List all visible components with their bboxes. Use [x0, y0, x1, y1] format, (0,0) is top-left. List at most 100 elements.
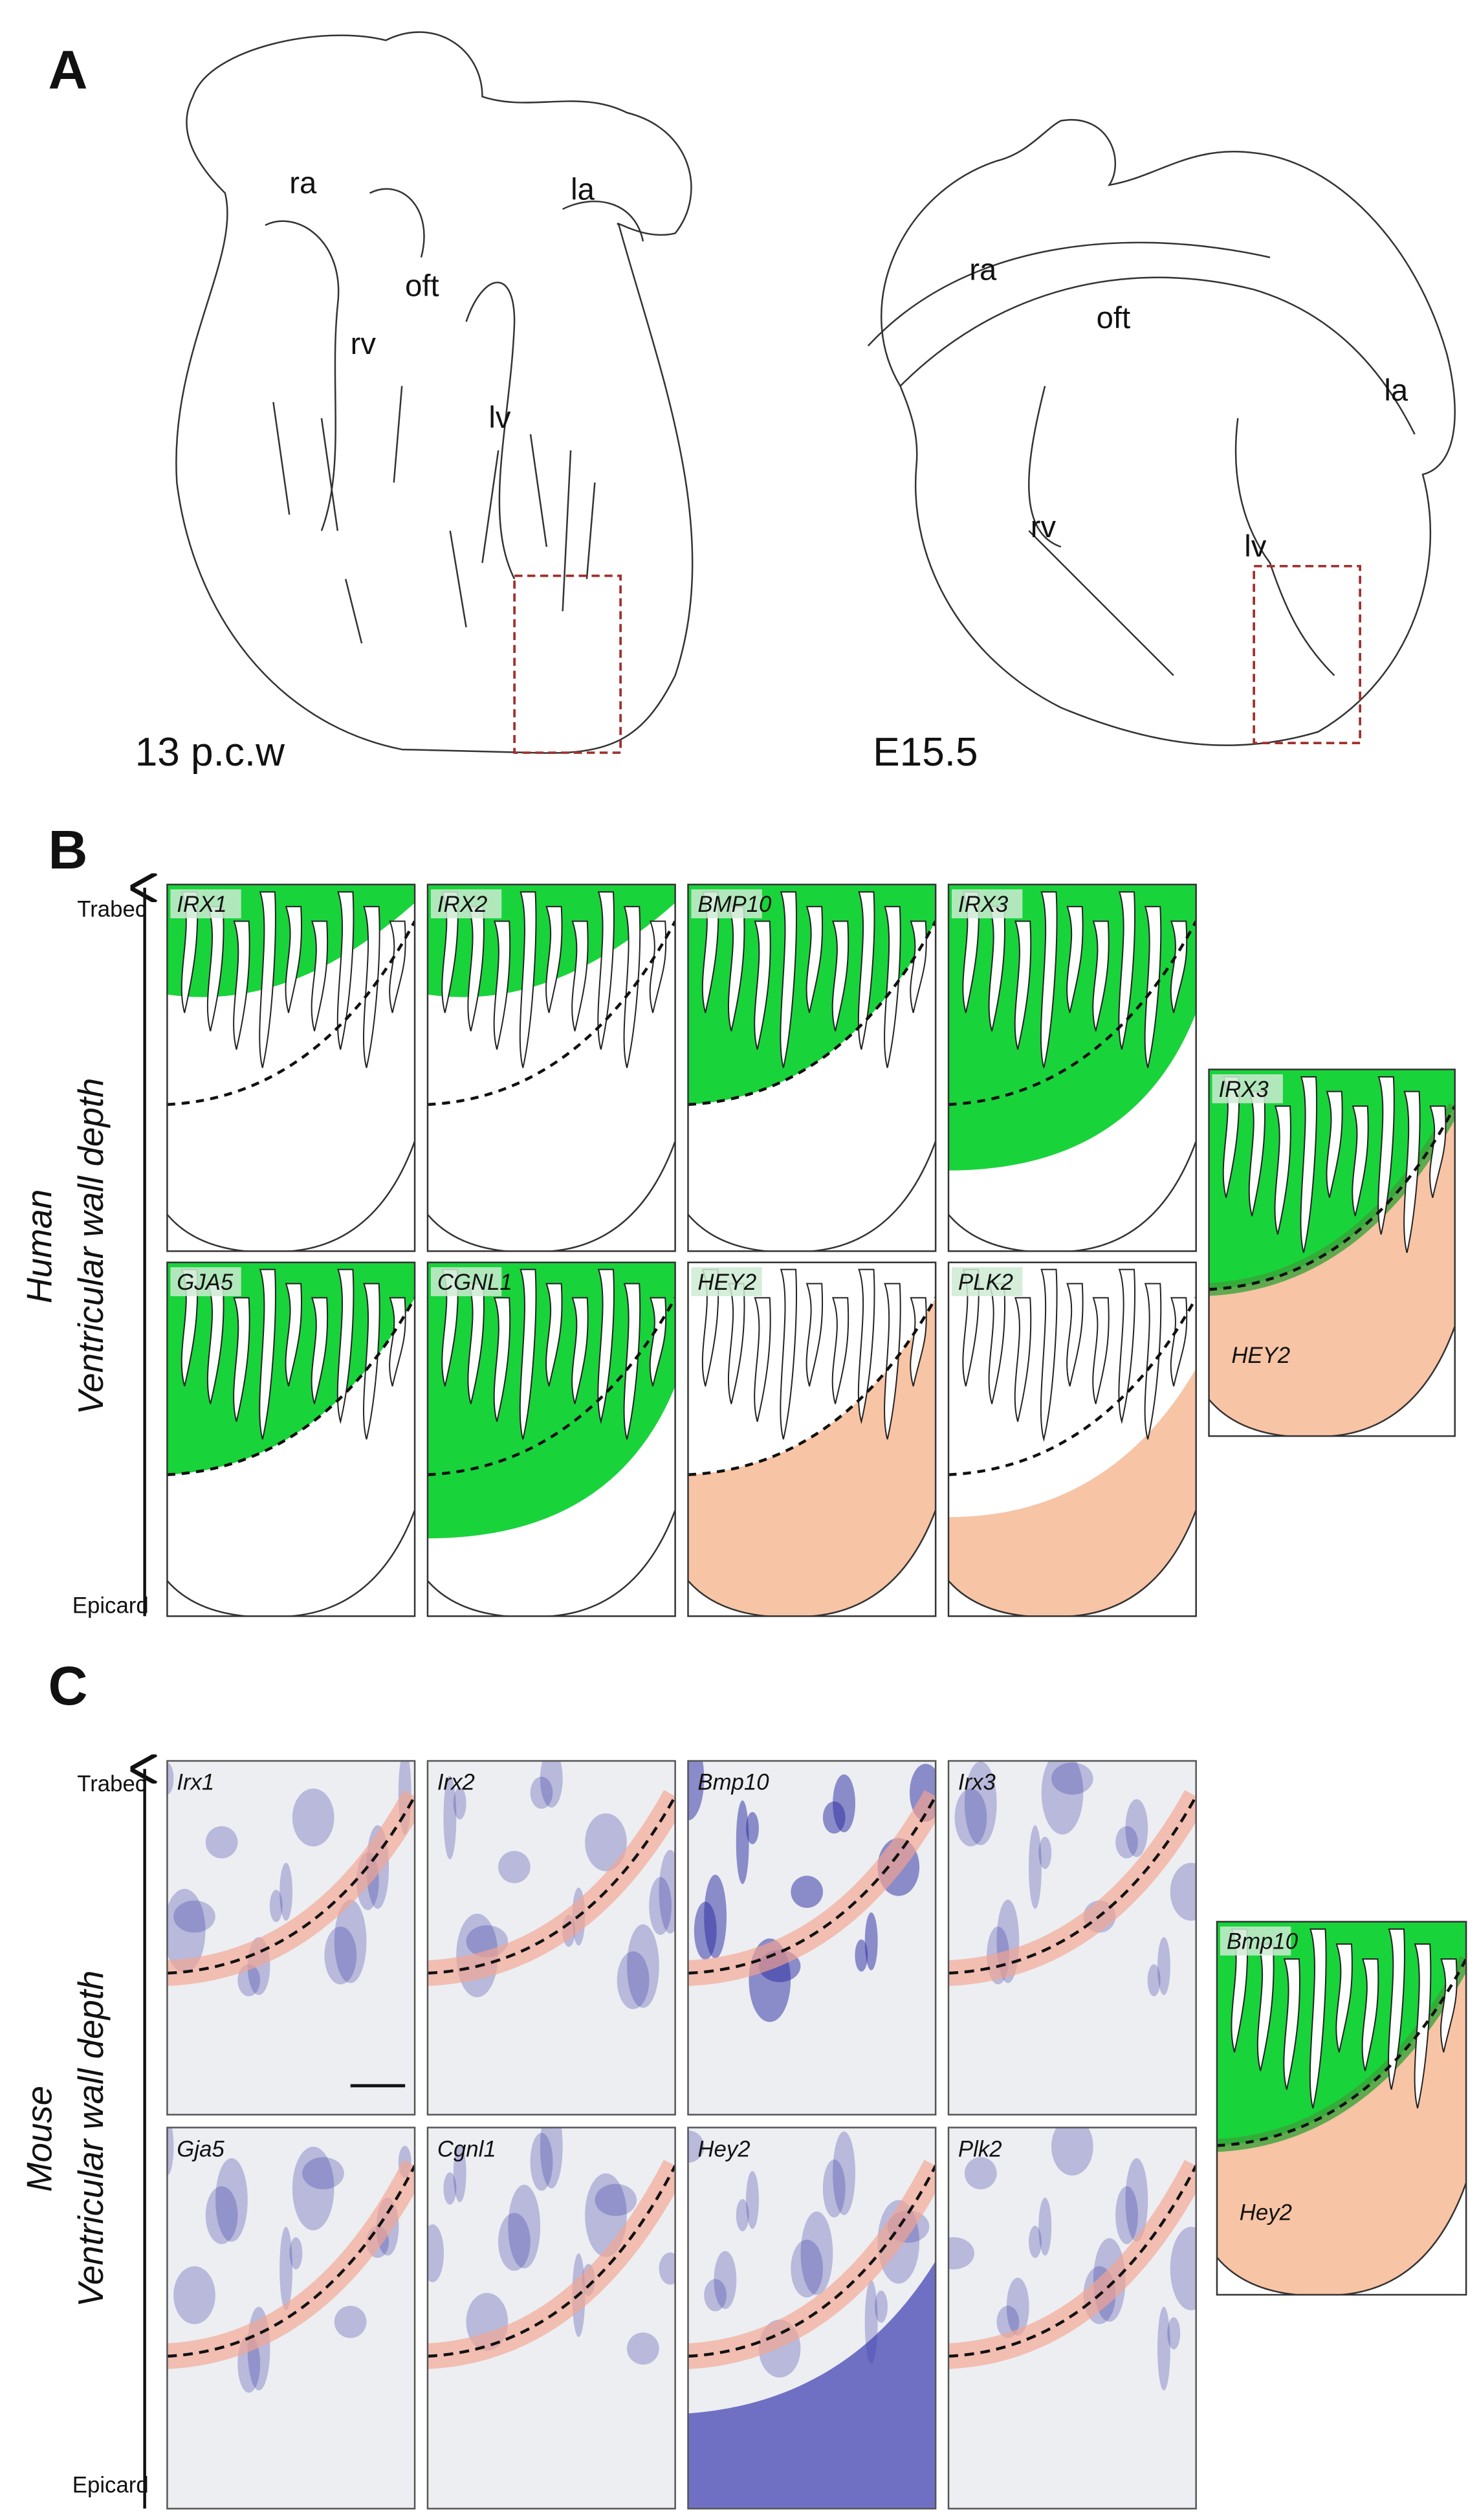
panel-content [167, 2127, 415, 2509]
trabecula [1222, 1076, 1240, 1199]
gene-tag [951, 1267, 1023, 1296]
trabecula [493, 1297, 511, 1422]
compact-boundary [427, 1297, 675, 1476]
panel-content [427, 1262, 675, 1617]
stain [530, 1776, 553, 1809]
stain [659, 1850, 675, 1934]
trabecula [597, 891, 615, 1050]
trabecula [233, 1297, 250, 1422]
gene-label: IRX1 [177, 892, 226, 917]
compact-boundary [167, 920, 415, 1106]
chamber-label: oft [1097, 301, 1130, 335]
compact-boundary [948, 1297, 1196, 1476]
expression-panel: IRX3 [947, 883, 1197, 1252]
trabecula [285, 905, 303, 1013]
trabecula [780, 1268, 797, 1440]
outside [948, 1141, 1196, 1252]
expression-panel: GJA5 [166, 1261, 416, 1617]
stain [1038, 2197, 1052, 2256]
gene-label: PLK2 [958, 1270, 1013, 1295]
panel-frame [166, 883, 416, 1252]
trabecula [571, 920, 589, 1032]
chamber-label: rv [351, 327, 377, 361]
axis-title: Ventricular wall depth [71, 1971, 111, 2308]
chamber-label: lv [488, 401, 510, 435]
ish-panel: Hey2 [687, 2127, 937, 2510]
trabecula [571, 1297, 589, 1404]
expression-panel: Bmp10 Hey2 [1216, 1921, 1467, 2296]
outside [1216, 2183, 1467, 2295]
species: Human [20, 1189, 60, 1303]
trabecula [441, 1268, 459, 1387]
panel-frame [947, 1261, 1197, 1617]
trabecula [1388, 1928, 1405, 2090]
stain [617, 1951, 650, 2009]
stain [1167, 2317, 1181, 2350]
stain [292, 1788, 334, 1847]
gene-label: Bmp10 [697, 1771, 769, 1795]
trabecula [884, 905, 901, 1068]
stain [1029, 2226, 1042, 2259]
trabecula [1144, 905, 1162, 1068]
trabecula [805, 1283, 824, 1387]
panel-label: C [49, 1655, 88, 1716]
trabecula [1309, 1928, 1327, 2108]
stain [948, 2237, 974, 2270]
chamber-label: ra [969, 253, 997, 287]
stain [875, 2290, 888, 2323]
compact-boundary [688, 2165, 936, 2358]
trabecula [857, 891, 875, 1050]
panel-content [427, 2127, 675, 2509]
trabecula [181, 891, 199, 1013]
outside [427, 1510, 675, 1617]
gene-label: IRX3 [958, 892, 1009, 917]
trabecula [285, 1283, 303, 1387]
trabecula [1040, 1268, 1058, 1440]
panel-frame [687, 1760, 937, 2116]
trabecula [363, 905, 380, 1068]
outside [427, 1141, 675, 1252]
gene-label: IRX2 [437, 892, 487, 917]
panel-frame [426, 1261, 676, 1617]
gene-tag [951, 889, 1023, 918]
peach-domain [688, 1298, 936, 1617]
trabecula [988, 905, 1005, 1032]
gene-tag [1212, 1074, 1283, 1103]
stain [508, 2185, 541, 2269]
compact-boundary [948, 2165, 1196, 2358]
axis-bottom: Epicard [72, 1593, 149, 1618]
stain [964, 1762, 997, 1846]
stain [453, 1787, 466, 1820]
zoom-box [1253, 564, 1361, 745]
stain [1051, 2127, 1093, 2176]
trabecula [467, 1283, 485, 1404]
trabecula [519, 891, 537, 1068]
trabecula [701, 891, 719, 1013]
trabecula [831, 920, 849, 1032]
stain [540, 1761, 563, 1808]
trabecula [988, 1283, 1005, 1404]
stain [1051, 1762, 1093, 1795]
stain [530, 2132, 553, 2191]
peach-domain [1216, 1959, 1467, 2295]
human-heart [175, 31, 694, 754]
trabecula [259, 891, 276, 1068]
stain [595, 2183, 637, 2216]
stain [833, 2131, 855, 2215]
panel-frame [947, 2127, 1197, 2510]
compact-boundary [1216, 1958, 1467, 2147]
panel-content [167, 884, 415, 1252]
stain [279, 2226, 293, 2311]
axis-title: Ventricular wall depth [71, 1078, 111, 1415]
gene-label: GJA5 [177, 1270, 234, 1295]
ish-panel: Irx1 [166, 1760, 416, 2116]
stain [498, 1851, 531, 1883]
trabecula [623, 905, 641, 1068]
trabecula [962, 1268, 980, 1387]
trabecula [311, 920, 329, 1032]
panel-content [427, 1761, 675, 2115]
stain [585, 1813, 627, 1872]
stain-band [688, 2260, 936, 2509]
stage-label: E15.5 [873, 730, 978, 775]
compact-boundary [688, 1297, 936, 1476]
